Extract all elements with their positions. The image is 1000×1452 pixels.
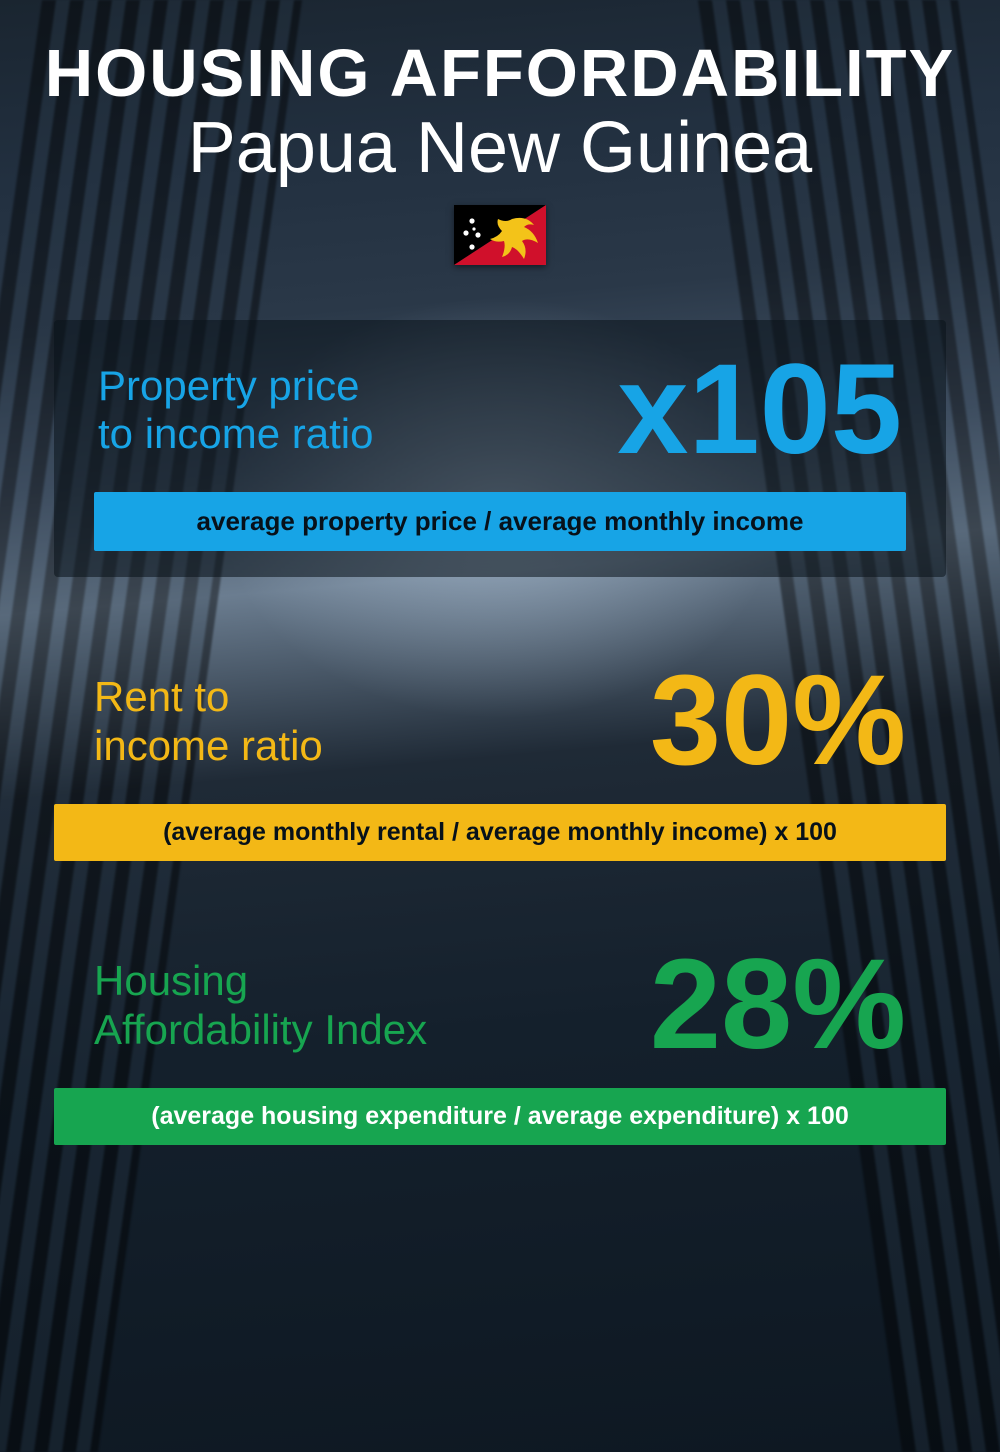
page-subtitle: Papua New Guinea (0, 111, 1000, 187)
formula-bar: (average housing expenditure / average e… (54, 1088, 946, 1145)
card-panel: Property priceto income ratio x105 avera… (54, 320, 946, 578)
metric-value: 28% (650, 951, 906, 1060)
cards-container: Property priceto income ratio x105 avera… (0, 320, 1000, 1145)
card-top-row: HousingAffordability Index 28% (54, 951, 946, 1060)
page-title: HOUSING AFFORDABILITY (0, 40, 1000, 107)
formula-bar: (average monthly rental / average monthl… (54, 804, 946, 861)
card-property-price-to-income: Property priceto income ratio x105 avera… (54, 320, 946, 578)
infographic-page: HOUSING AFFORDABILITY Papua New Guinea (0, 0, 1000, 1452)
card-rent-to-income: Rent toincome ratio 30% (average monthly… (54, 667, 946, 861)
metric-label: Rent toincome ratio (94, 673, 323, 770)
png-flag-icon (454, 205, 546, 265)
card-top-row: Rent toincome ratio 30% (54, 667, 946, 776)
header: HOUSING AFFORDABILITY Papua New Guinea (0, 0, 1000, 270)
card-top-row: Property priceto income ratio x105 (94, 356, 906, 465)
metric-label: HousingAffordability Index (94, 957, 427, 1054)
metric-label: Property priceto income ratio (98, 362, 373, 459)
card-housing-affordability-index: HousingAffordability Index 28% (average … (54, 951, 946, 1145)
metric-value: x105 (617, 356, 902, 465)
formula-bar: average property price / average monthly… (94, 492, 906, 551)
metric-value: 30% (650, 667, 906, 776)
